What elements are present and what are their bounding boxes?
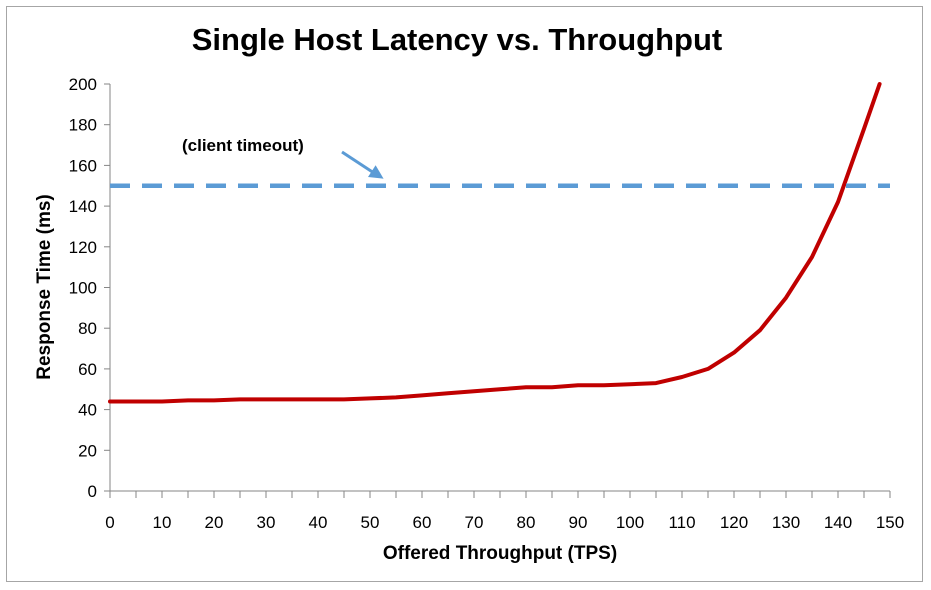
y-tick-label: 160 [69, 156, 97, 175]
x-tick-label: 40 [309, 513, 328, 532]
client-timeout-annotation: (client timeout) [182, 136, 304, 155]
x-tick-label: 140 [824, 513, 852, 532]
y-tick-label: 120 [69, 238, 97, 257]
x-axis-title: Offered Throughput (TPS) [383, 543, 617, 564]
y-tick-label: 200 [69, 75, 97, 94]
y-axis-title: Response Time (ms) [34, 194, 55, 379]
annotation-layer: (client timeout) [182, 136, 384, 179]
x-tick-label: 70 [465, 513, 484, 532]
x-tick-label: 90 [569, 513, 588, 532]
x-tick-label: 0 [105, 513, 114, 532]
y-tick-label: 100 [69, 279, 97, 298]
x-tick-label: 30 [257, 513, 276, 532]
chart-title: Single Host Latency vs. Throughput [192, 22, 722, 57]
ticks: 0 20 40 60 80 100 120 140 160 180 200 0 10 20 30 40 50 60… [69, 75, 905, 532]
y-tick-label: 80 [78, 319, 97, 338]
x-tick-label: 50 [361, 513, 380, 532]
y-tick-label: 60 [78, 360, 97, 379]
x-tick-label: 130 [772, 513, 800, 532]
y-tick-label: 20 [78, 441, 97, 460]
chart-frame [6, 6, 923, 582]
x-tick-label: 80 [517, 513, 536, 532]
y-tick-label: 180 [69, 116, 97, 135]
series-layer [108, 82, 890, 404]
x-tick-label: 150 [876, 513, 904, 532]
annotation-arrow-shaft [341, 150, 375, 174]
x-tick-label: 10 [153, 513, 172, 532]
annotation-arrow-head [368, 165, 384, 179]
x-tick-label: 20 [205, 513, 224, 532]
x-tick-label: 110 [668, 513, 695, 532]
y-tick-label: 40 [78, 401, 97, 420]
x-tick-label: 100 [616, 513, 644, 532]
y-tick-label: 140 [69, 197, 97, 216]
response-time-line [108, 82, 882, 404]
x-tick-label: 120 [720, 513, 748, 532]
y-tick-label: 0 [88, 482, 97, 501]
x-tick-label: 60 [413, 513, 432, 532]
